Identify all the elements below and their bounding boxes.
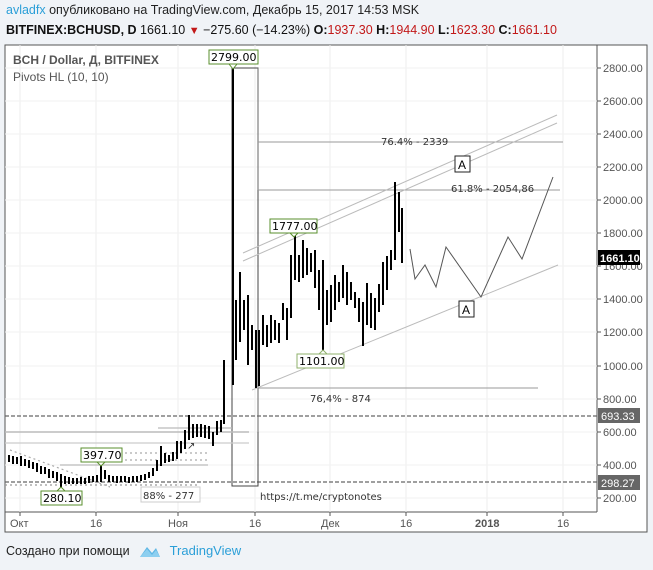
x-tick: 16 <box>557 518 569 530</box>
svg-text:693.33: 693.33 <box>601 411 635 423</box>
y-tick: 2200.00 <box>603 162 643 174</box>
price-change: −275.60 (−14.23%) <box>203 23 311 37</box>
ohlc-bars <box>8 68 403 487</box>
published-text: опубликовано на TradingView.com, Декабрь… <box>49 3 420 17</box>
fib-label-764-lower: 76,4% - 874 <box>310 394 371 405</box>
y-tick: 1000.00 <box>603 361 643 373</box>
down-arrow-icon: ▼ <box>188 25 200 37</box>
y-tick: 800.00 <box>603 394 637 406</box>
pivot-low-label: 1101.00 <box>299 355 345 368</box>
y-axis: 2800.00 2600.00 2400.00 2200.00 2000.00 … <box>597 63 643 505</box>
created-with-text: Создано при помощи <box>6 543 130 558</box>
chart-title: BCH / Dollar, Д, BITFINEX <box>13 53 159 67</box>
indicator-label[interactable]: Pivots HL (10, 10) <box>13 70 109 84</box>
price-chart[interactable]: 2800.00 2600.00 2400.00 2200.00 2000.00 … <box>0 0 653 540</box>
wave-label-a: A <box>462 303 470 317</box>
pivot-high-label: 1777.00 <box>272 220 318 233</box>
y-tick: 2800.00 <box>603 63 643 75</box>
author-link[interactable]: avladfx <box>6 3 46 17</box>
publish-info: avladfx опубликовано на TradingView.com,… <box>6 3 419 17</box>
y-tick: 2400.00 <box>603 129 643 141</box>
telegram-link-text: https://t.me/cryptonotes <box>260 492 382 503</box>
x-tick: 16 <box>90 518 102 530</box>
x-tick: 16 <box>249 518 261 530</box>
fib-label-88: 88% - 277 <box>143 491 194 502</box>
dotted-levels <box>9 449 208 488</box>
last-price: 1661.10 <box>140 23 186 37</box>
y-tick: 2000.00 <box>603 195 643 207</box>
y-tick: 1400.00 <box>603 294 643 306</box>
pivot-high-label: 397.70 <box>83 449 122 462</box>
pivot-low-label: 280.10 <box>43 492 82 505</box>
close-value: 1661.10 <box>511 23 557 37</box>
tradingview-link[interactable]: TradingView <box>169 543 242 558</box>
x-tick: Окт <box>10 518 29 530</box>
x-tick: Дек <box>321 518 340 530</box>
tradingview-logo-icon[interactable] <box>138 544 162 558</box>
arrow-annotation-icon: ↗ <box>187 441 195 452</box>
dashed-level-lines <box>5 415 597 486</box>
x-axis: Окт 16 Ноя 16 Дек 16 2018 16 <box>10 512 569 530</box>
x-tick: 16 <box>400 518 412 530</box>
symbol-label: BITFINEX:BCHUSD, D <box>6 23 137 37</box>
forecast-path[interactable] <box>409 176 554 299</box>
open-value: 1937.30 <box>327 23 373 37</box>
y-tick: 2600.00 <box>603 96 643 108</box>
y-tick: 200.00 <box>603 493 637 505</box>
symbol-ohlc-line: BITFINEX:BCHUSD, D 1661.10 ▼ −275.60 (−1… <box>6 23 557 37</box>
pivot-high-label: 2799.00 <box>211 51 257 64</box>
x-tick: 2018 <box>475 518 499 530</box>
y-tick: 1200.00 <box>603 327 643 339</box>
y-tick: 600.00 <box>603 427 637 439</box>
svg-text:298.27: 298.27 <box>601 478 635 490</box>
x-tick: Ноя <box>168 518 188 530</box>
current-price-label: 1661.10 <box>600 253 640 265</box>
fib-label-764-upper: 76.4% - 2339 <box>381 137 448 148</box>
vertical-gridlines <box>19 45 564 512</box>
low-value: 1623.30 <box>449 23 496 37</box>
fib-label-618: 61.8% - 2054,86 <box>451 184 534 195</box>
level-labels: 693.33 298.27 1661.10 <box>598 250 640 490</box>
high-value: 1944.90 <box>389 23 435 37</box>
footer: Создано при помощи TradingView <box>6 543 241 558</box>
y-tick: 1800.00 <box>603 228 643 240</box>
y-tick: 400.00 <box>603 460 637 472</box>
wave-label-a: A <box>458 158 466 172</box>
horizontal-gridlines <box>5 67 597 499</box>
